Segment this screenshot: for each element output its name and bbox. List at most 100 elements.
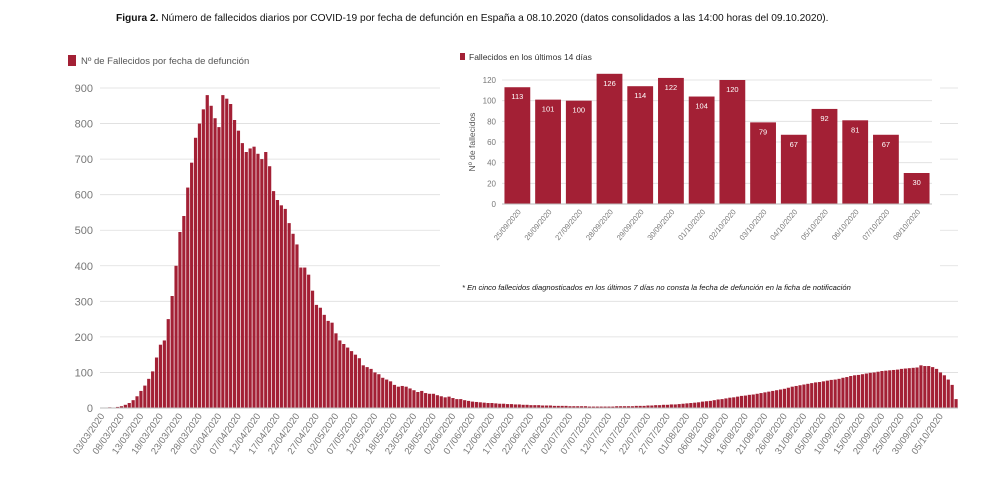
data-bar [611, 406, 615, 408]
inset-y-tick-label: 60 [487, 138, 496, 147]
data-bar [279, 205, 283, 408]
legend-label: Nº de Fallecidos por fecha de defunción [81, 56, 249, 67]
inset-data-bar [903, 173, 930, 204]
y-tick-label: 600 [75, 190, 93, 202]
data-bar [634, 405, 638, 408]
data-bar [158, 344, 163, 408]
data-bar [552, 405, 556, 408]
data-bar [474, 401, 478, 408]
data-bar [564, 405, 568, 408]
data-bar [295, 244, 299, 408]
data-bar [307, 274, 311, 408]
y-tick-label: 0 [87, 403, 93, 415]
data-bar [509, 404, 514, 408]
data-bar [899, 368, 904, 408]
data-bar [919, 365, 923, 408]
data-bar [342, 344, 346, 408]
data-bar [860, 374, 865, 408]
data-bar [385, 379, 389, 408]
data-bar [817, 382, 822, 408]
data-bar [704, 401, 709, 408]
data-bar [888, 370, 892, 408]
data-bar [244, 152, 248, 408]
data-bar [412, 390, 416, 408]
footnote: * En cinco fallecidos diagnosticados en … [462, 283, 851, 292]
data-bar [369, 368, 373, 408]
data-bar [424, 393, 428, 408]
y-tick-label: 700 [75, 154, 93, 166]
data-bar [186, 187, 190, 408]
inset-y-tick-label: 80 [487, 117, 496, 126]
data-bar [646, 405, 650, 408]
data-bar [170, 296, 174, 408]
data-bar [310, 290, 315, 408]
data-bar [275, 200, 280, 408]
inset-data-label: 67 [882, 140, 890, 149]
data-bar [810, 383, 814, 408]
data-bar [587, 406, 592, 408]
data-bar [607, 406, 611, 408]
data-bar [669, 404, 673, 408]
data-bar [291, 233, 295, 408]
data-bar [903, 368, 907, 408]
data-bar [396, 386, 400, 408]
data-bar [650, 405, 654, 408]
inset-data-bar [873, 134, 899, 204]
inset-data-bar [565, 100, 592, 204]
data-bar [353, 354, 358, 408]
data-bar [630, 406, 634, 408]
data-bar [252, 146, 256, 409]
data-bar [420, 390, 424, 408]
data-bar [322, 314, 326, 408]
data-bar [915, 367, 919, 408]
data-bar [470, 401, 475, 408]
data-bar [931, 367, 935, 408]
data-bar [622, 406, 627, 408]
data-bar [373, 372, 377, 408]
data-bar [794, 385, 798, 408]
data-bar [505, 404, 510, 408]
data-bar [689, 403, 693, 408]
data-bar [751, 394, 755, 408]
data-bar [326, 320, 330, 408]
data-bar [303, 267, 307, 408]
data-bar [486, 403, 490, 408]
inset-data-bar [504, 87, 531, 204]
data-bar [868, 372, 872, 408]
data-bar [217, 127, 221, 409]
data-bar [447, 396, 451, 408]
y-tick-label: 100 [75, 367, 93, 379]
data-bar [934, 368, 939, 408]
y-tick-label: 500 [75, 225, 93, 237]
data-bar [568, 406, 572, 408]
data-bar [693, 402, 697, 408]
data-bar [763, 392, 767, 408]
data-bar [872, 372, 876, 408]
inset-bar-chart: Fallecidos en los últimos 14 días 0 20 40 60… [440, 40, 940, 280]
data-bar [661, 404, 666, 408]
inset-data-label: 92 [820, 114, 828, 123]
data-bar [162, 340, 166, 408]
data-bar [849, 376, 853, 408]
data-bar [299, 267, 303, 408]
data-bar [404, 386, 408, 408]
data-bar [365, 367, 369, 408]
data-bar [502, 403, 506, 408]
data-bar [892, 369, 896, 408]
data-bar [377, 374, 381, 408]
inset-data-bar [627, 86, 654, 204]
data-bar [544, 405, 549, 408]
data-bar [677, 404, 681, 408]
data-bar [147, 378, 151, 408]
data-bar [884, 370, 888, 408]
data-bar [591, 406, 595, 408]
data-bar [580, 406, 584, 408]
data-bar [127, 403, 131, 408]
data-bar [268, 166, 272, 408]
data-bar [864, 373, 868, 408]
data-bar [225, 98, 229, 409]
data-bar [490, 403, 494, 408]
data-bar [658, 405, 662, 408]
data-bar [455, 399, 459, 408]
data-bar [400, 385, 404, 408]
